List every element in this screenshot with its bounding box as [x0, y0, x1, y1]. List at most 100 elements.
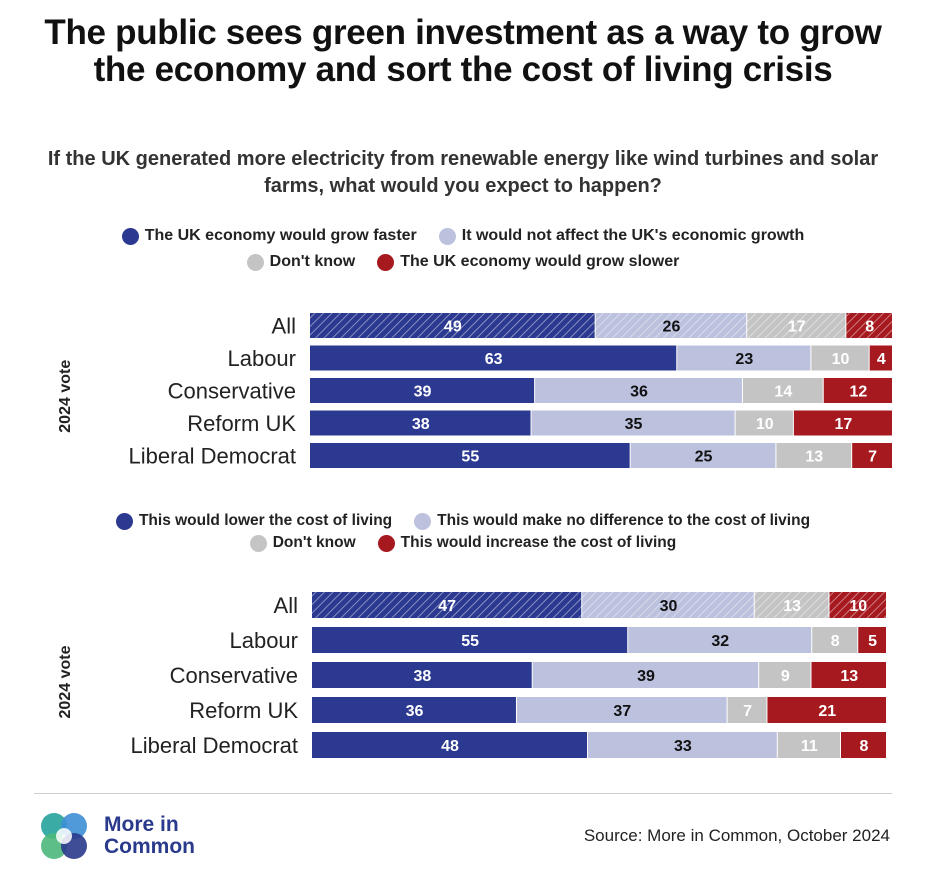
category-label: Conservative	[168, 379, 296, 404]
data-label: 10	[832, 351, 850, 368]
bar-segment	[811, 662, 886, 688]
category-label: All	[274, 593, 298, 618]
legend-1-row-1: The UK economy would grow faster It woul…	[0, 227, 926, 245]
legend-2-row-2: Don't know This would increase the cost …	[0, 534, 926, 552]
data-label: 7	[743, 703, 752, 720]
bar-segment	[310, 345, 677, 371]
legend-item: This would increase the cost of living	[377, 534, 677, 552]
data-label: 36	[406, 703, 424, 720]
legend-item: This would lower the cost of living	[115, 512, 393, 530]
data-label: 14	[774, 384, 792, 401]
bar-segment	[312, 627, 628, 653]
data-label: 47	[438, 598, 456, 615]
bar-segment	[811, 345, 869, 371]
bar-segment	[747, 313, 846, 338]
chart-title: The public sees green investment as a wa…	[44, 13, 882, 89]
data-label: 12	[849, 384, 867, 401]
data-label: 7	[868, 449, 877, 466]
chart-subtitle: If the UK generated more electricity fro…	[47, 148, 879, 197]
logo-icon	[41, 813, 87, 859]
data-label: 17	[835, 416, 853, 433]
chart-economy-svg: 2024 vote All 49 26 17 8 Labour 63 23 10 4 Conserva…	[57, 313, 892, 469]
category-label: Labour	[229, 628, 298, 653]
data-label: 17	[788, 319, 806, 336]
bar-segment	[793, 410, 892, 436]
category-label: Liberal Democrat	[130, 733, 298, 758]
category-label: Reform UK	[189, 698, 298, 723]
bar-segment	[858, 627, 886, 653]
logo-line-2: Common	[104, 835, 195, 858]
legend-label: This would lower the cost of living	[138, 512, 393, 529]
data-label: 38	[412, 416, 430, 433]
data-label: 26	[663, 319, 681, 336]
data-label: 10	[849, 598, 867, 615]
bar-segment	[310, 443, 630, 468]
data-label: 55	[461, 449, 479, 466]
data-label: 5	[868, 633, 877, 650]
data-label: 13	[783, 598, 801, 615]
legend-label: Don't know	[269, 253, 356, 270]
data-label: 38	[413, 668, 431, 685]
legend-dot	[438, 227, 456, 245]
data-label: 30	[660, 598, 678, 615]
data-label: 21	[818, 703, 836, 720]
data-label: 36	[630, 384, 648, 401]
logo: More in Common	[36, 808, 195, 864]
bar-segment	[535, 378, 742, 403]
legend-dot	[246, 253, 264, 271]
bar-segment	[829, 592, 886, 618]
bar-segment	[310, 313, 595, 338]
bar-segment	[777, 732, 840, 758]
legend-1-row-2: Don't know The UK economy would grow slo…	[0, 253, 926, 271]
legend-label: This would make no difference to the cos…	[437, 512, 811, 529]
bar-segment	[312, 662, 532, 688]
data-label: 4	[877, 351, 886, 368]
data-label: 32	[711, 633, 729, 650]
data-label: 39	[637, 668, 655, 685]
bar-segment	[628, 627, 812, 653]
legend-dot	[377, 534, 395, 552]
data-label: 8	[860, 738, 869, 755]
bar-segment	[588, 732, 777, 758]
data-label: 35	[625, 416, 643, 433]
legend-item: Don't know	[249, 534, 356, 552]
legend-item: It would not affect the UK's economic gr…	[438, 227, 804, 245]
logo-line-1: More in	[104, 813, 179, 836]
legend-dot	[377, 253, 395, 271]
data-label: 49	[444, 319, 462, 336]
legend-dot	[249, 534, 267, 552]
bar-segment	[846, 313, 892, 338]
bar-segment	[812, 627, 858, 653]
chart-economy: 2024 vote All 49 26 17 8 Labour 63 23 10 4 Conserva…	[0, 305, 926, 475]
bar-segment	[595, 313, 747, 338]
data-label: 25	[695, 449, 713, 466]
bar-segment	[841, 732, 886, 758]
data-label: 55	[461, 633, 479, 650]
legend-label: Don't know	[272, 534, 356, 551]
data-label: 8	[831, 633, 840, 650]
legend-dot	[115, 512, 133, 530]
y-axis-group-label: 2024 vote	[57, 360, 74, 433]
category-label: All	[272, 314, 296, 339]
y-axis-group-label: 2024 vote	[57, 645, 74, 718]
chart-cost-of-living: 2024 vote All 47 30 13 10 Labour 55 32 8 5 Conserva…	[0, 585, 926, 765]
bar-segment	[312, 592, 582, 618]
category-label: Conservative	[170, 663, 298, 688]
data-label: 48	[441, 738, 459, 755]
data-label: 63	[485, 351, 503, 368]
logo-text: More in Common	[104, 814, 195, 858]
legend-item: The UK economy would grow slower	[377, 253, 679, 271]
legend-2-row-1: This would lower the cost of living This…	[0, 512, 926, 530]
legend-label: This would increase the cost of living	[400, 534, 677, 551]
bar-segment	[767, 697, 886, 723]
bar-segment	[582, 592, 754, 618]
legend-dot	[414, 512, 432, 530]
data-label: 8	[865, 319, 874, 336]
data-label: 23	[735, 351, 753, 368]
legend-item: Don't know	[246, 253, 356, 271]
data-label: 11	[801, 738, 818, 755]
category-label: Labour	[227, 346, 296, 371]
data-label: 37	[613, 703, 631, 720]
legend-label: The UK economy would grow faster	[144, 227, 417, 244]
bar-segment	[869, 345, 892, 371]
